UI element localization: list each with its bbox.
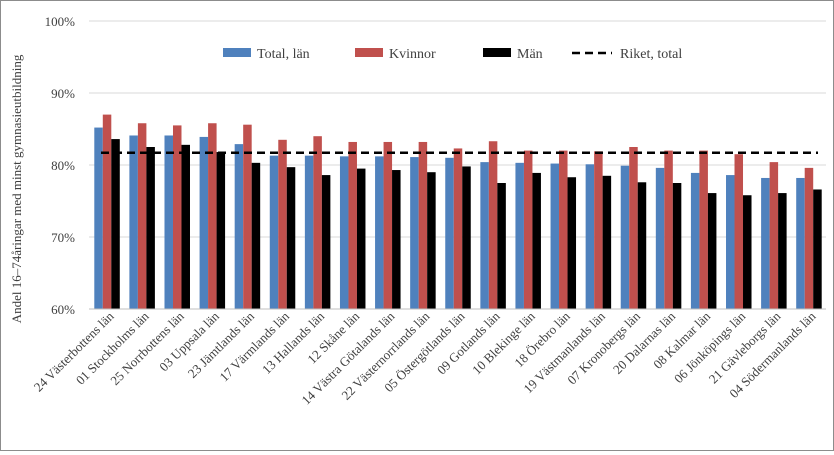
bar-kvinnor bbox=[208, 123, 217, 310]
bar-man bbox=[321, 175, 331, 309]
bar-man bbox=[567, 177, 577, 309]
bar-man bbox=[146, 147, 155, 309]
bar-total bbox=[199, 136, 209, 309]
bar-man bbox=[356, 168, 366, 309]
bar-kvinnor bbox=[804, 167, 814, 309]
bar-kvinnor bbox=[102, 114, 112, 309]
bar-total bbox=[585, 164, 595, 309]
bar-kvinnor bbox=[313, 136, 322, 309]
bar-man bbox=[672, 183, 682, 309]
bar-man bbox=[602, 175, 612, 309]
bar-man bbox=[778, 193, 787, 309]
bar-kvinnor bbox=[383, 141, 393, 309]
bar-man bbox=[181, 144, 190, 309]
bar-kvinnor bbox=[418, 141, 428, 309]
bar-total bbox=[304, 155, 314, 309]
bar-man bbox=[216, 152, 226, 309]
bar-kvinnor bbox=[172, 125, 182, 310]
y-tick-label: 100% bbox=[45, 14, 76, 29]
bar-total bbox=[129, 135, 138, 309]
bar-kvinnor bbox=[699, 150, 708, 309]
bar-man bbox=[111, 139, 120, 309]
bar-man bbox=[532, 172, 541, 309]
bar-total bbox=[690, 172, 700, 309]
bar-man bbox=[497, 183, 506, 309]
bar-kvinnor bbox=[488, 141, 498, 309]
bar-total bbox=[375, 156, 384, 309]
bar-total bbox=[445, 157, 454, 309]
bar-man bbox=[427, 172, 436, 309]
bar-kvinnor bbox=[629, 147, 638, 309]
bar-total bbox=[339, 156, 349, 309]
bar-total bbox=[796, 177, 805, 309]
bar-man bbox=[707, 193, 717, 309]
bar-kvinnor bbox=[559, 150, 568, 309]
y-tick-label: 90% bbox=[51, 86, 75, 101]
legend-swatch bbox=[355, 48, 383, 57]
legend-label: Riket, total bbox=[620, 47, 682, 62]
bar-total bbox=[480, 162, 489, 309]
bar-total bbox=[410, 157, 419, 309]
bar-man bbox=[813, 189, 822, 309]
bar-total bbox=[761, 177, 770, 309]
bar-total bbox=[620, 165, 630, 309]
y-tick-label: 70% bbox=[51, 230, 75, 245]
bar-kvinnor bbox=[453, 148, 463, 309]
legend-label: Män bbox=[517, 47, 543, 62]
bar-man bbox=[743, 195, 752, 309]
bar-total bbox=[550, 163, 560, 309]
bar-man bbox=[392, 170, 401, 309]
bar-total bbox=[94, 127, 103, 309]
bar-kvinnor bbox=[664, 150, 673, 309]
bar-total bbox=[515, 162, 524, 309]
bar-kvinnor bbox=[769, 162, 779, 309]
bar-kvinnor bbox=[243, 124, 252, 310]
bar-man bbox=[462, 166, 471, 309]
bar-kvinnor bbox=[594, 151, 603, 309]
bar-man bbox=[637, 182, 647, 309]
bar-total bbox=[655, 167, 665, 309]
bar-kvinnor bbox=[523, 150, 533, 309]
y-axis-label: Andel 16–74åringar med minst gymnasieutb… bbox=[9, 54, 24, 323]
bar-kvinnor bbox=[734, 154, 744, 309]
bars bbox=[94, 114, 822, 310]
bar-total bbox=[234, 144, 244, 309]
bar-kvinnor bbox=[348, 141, 357, 309]
y-tick-label: 60% bbox=[51, 302, 75, 317]
legend-swatch bbox=[223, 48, 251, 57]
legend-label: Total, län bbox=[257, 47, 310, 62]
bar-total bbox=[726, 175, 735, 309]
legend-swatch bbox=[483, 48, 511, 57]
bar-man bbox=[251, 162, 261, 309]
bar-man bbox=[286, 167, 296, 309]
bar-kvinnor bbox=[137, 123, 147, 310]
bar-kvinnor bbox=[278, 139, 287, 309]
bar-total bbox=[269, 155, 279, 309]
legend: Total, län Kvinnor Män Riket, total bbox=[223, 47, 682, 62]
legend-label: Kvinnor bbox=[389, 47, 436, 62]
y-tick-label: 80% bbox=[51, 158, 75, 173]
bar-total bbox=[164, 135, 173, 309]
